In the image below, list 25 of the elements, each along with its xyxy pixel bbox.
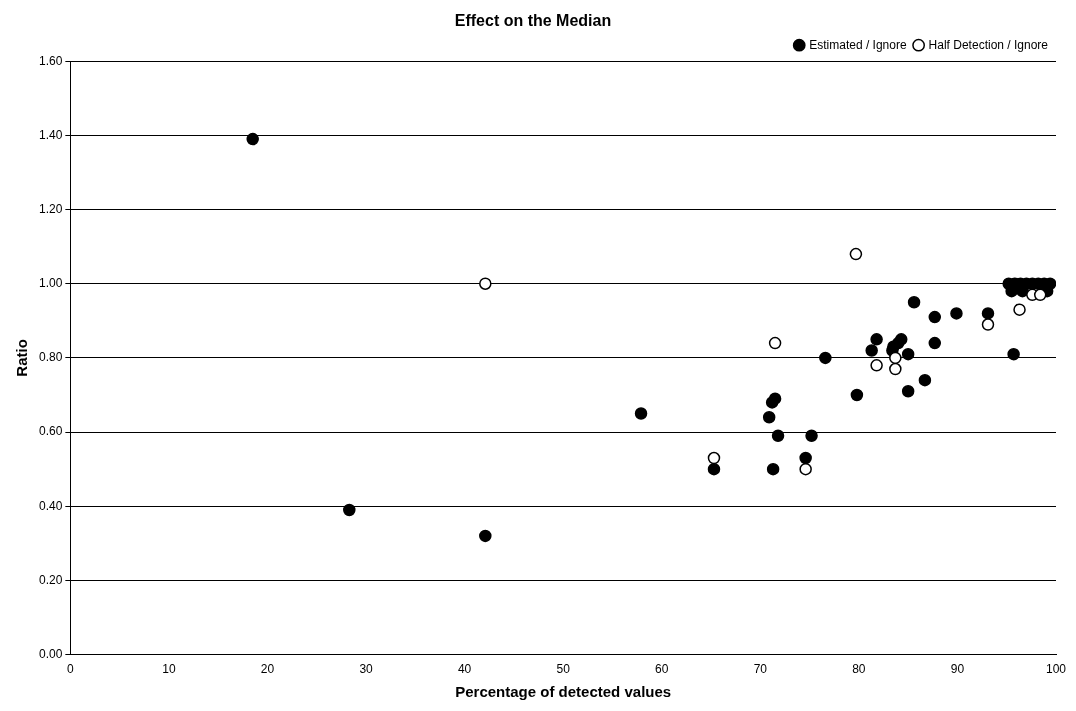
y-axis-title: Ratio bbox=[13, 339, 31, 377]
x-tick-label: 40 bbox=[457, 662, 472, 677]
x-tick-label: 30 bbox=[359, 662, 374, 677]
legend-label: Half Detection / Ignore bbox=[928, 37, 1049, 52]
x-tick-label: 0 bbox=[67, 662, 75, 677]
x-tick-label: 90 bbox=[950, 662, 965, 677]
x-tick-label: 60 bbox=[655, 662, 669, 677]
x-tick-label: 80 bbox=[852, 662, 866, 677]
legend-label: Estimated / Ignore bbox=[809, 37, 907, 52]
y-tick-label: 0.60 bbox=[39, 424, 63, 439]
y-tick-label: 0.40 bbox=[39, 498, 63, 513]
y-tick-label: 0.00 bbox=[39, 646, 63, 661]
y-tick-label: 1.60 bbox=[39, 53, 63, 68]
y-tick-label: 0.80 bbox=[39, 350, 63, 365]
x-tick-label: 10 bbox=[162, 662, 176, 677]
x-tick-label: 50 bbox=[556, 662, 571, 677]
x-tick-label: 70 bbox=[753, 662, 768, 677]
y-tick-label: 1.40 bbox=[39, 127, 63, 142]
y-tick-label: 1.20 bbox=[39, 201, 63, 216]
y-tick-label: 0.20 bbox=[39, 572, 63, 587]
chart-title: Effect on the Median bbox=[454, 12, 612, 30]
x-axis-title: Percentage of detected values bbox=[455, 683, 672, 701]
y-tick-label: 1.00 bbox=[39, 276, 63, 291]
x-tick-label: 20 bbox=[260, 662, 275, 677]
x-tick-label: 100 bbox=[1045, 662, 1067, 677]
